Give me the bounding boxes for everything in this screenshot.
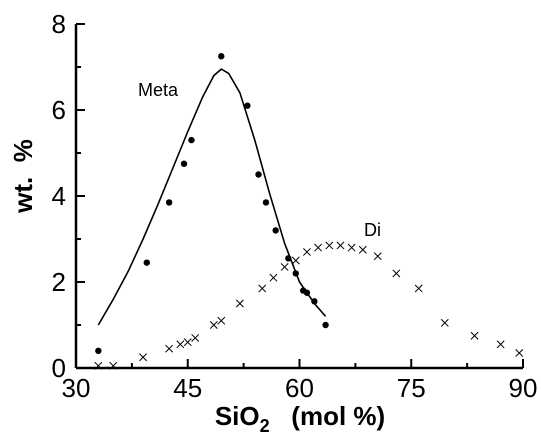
y-tick-label: 8	[52, 9, 66, 39]
fit-layer	[97, 68, 327, 326]
y-axis-title: wt. %	[8, 139, 38, 214]
di-point	[109, 361, 118, 370]
x-axis-title: SiO2 (mol %)	[215, 401, 385, 436]
di-point	[176, 340, 185, 349]
di-point	[392, 269, 401, 278]
meta-point	[165, 199, 173, 206]
di-point	[470, 331, 479, 340]
di-point	[358, 245, 367, 254]
di-point	[165, 344, 174, 353]
meta-point	[95, 347, 102, 354]
di-point	[515, 348, 524, 357]
di-point	[414, 284, 423, 293]
labels-layer: Meta Di	[138, 80, 381, 240]
axes: 0 2 4 6 8 30 45 60 75 90 wt. % SiO2 (mol %)	[8, 9, 537, 436]
di-point	[217, 316, 226, 325]
di-point	[191, 333, 200, 342]
points-layer	[94, 53, 524, 370]
di-point	[183, 338, 192, 347]
meta-point	[322, 321, 329, 329]
meta-point	[285, 255, 292, 262]
series-label-meta: Meta	[138, 80, 179, 100]
meta-point	[218, 53, 225, 60]
meta-point	[292, 270, 299, 277]
di-point	[314, 243, 323, 252]
meta-point	[180, 160, 188, 167]
meta-point	[272, 227, 279, 234]
meta-point	[311, 298, 318, 305]
di-point	[440, 318, 449, 327]
y-tick-label: 4	[52, 181, 66, 211]
x-tick-label: 60	[285, 373, 314, 403]
di-point	[302, 247, 311, 256]
di-point	[209, 321, 218, 329]
meta-point	[255, 171, 262, 178]
meta-fit-curve	[97, 68, 327, 326]
y-tick-label: 6	[52, 95, 66, 125]
di-point	[347, 243, 356, 252]
x-tick-label: 45	[173, 373, 202, 403]
di-point	[336, 241, 345, 250]
di-point	[94, 361, 103, 370]
di-point	[373, 252, 382, 261]
di-point	[325, 241, 334, 250]
di-point	[258, 284, 267, 293]
di-point	[291, 256, 300, 265]
x-tick-label: 30	[62, 373, 91, 403]
meta-point	[244, 102, 251, 109]
di-point	[139, 353, 148, 362]
di-point	[280, 262, 289, 271]
y-tick-label: 0	[52, 353, 66, 383]
meta-point	[188, 136, 195, 144]
di-point	[269, 273, 278, 282]
di-point	[496, 340, 505, 349]
x-tick-label: 90	[509, 373, 538, 403]
meta-point	[303, 289, 311, 296]
meta-point	[262, 199, 270, 206]
series-label-di: Di	[364, 220, 381, 240]
di-point	[235, 299, 244, 308]
meta-point	[143, 259, 150, 266]
x-tick-label: 75	[397, 373, 426, 403]
y-tick-label: 2	[52, 267, 66, 297]
